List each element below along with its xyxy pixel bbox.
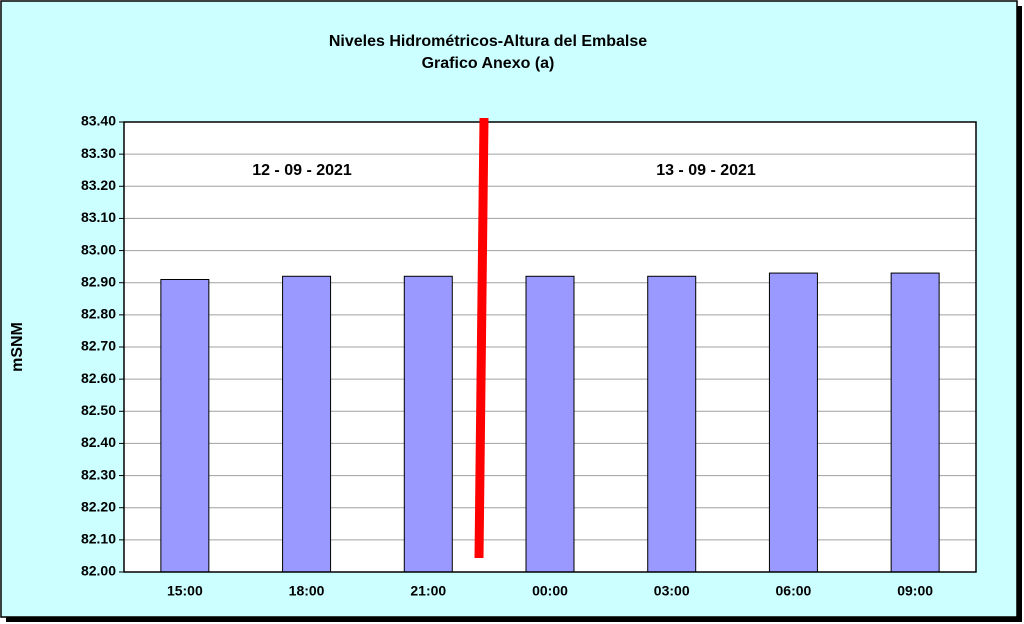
plot-border (123, 121, 977, 573)
chart-subtitle: Grafico Anexo (a) (422, 55, 555, 72)
y-tick-label: 82.40 (81, 434, 116, 450)
y-tick-label: 82.80 (81, 306, 116, 322)
y-tick-label: 82.30 (81, 466, 116, 482)
y-tick-label: 82.60 (81, 370, 116, 386)
bar (768, 272, 818, 573)
y-tick-label: 82.90 (81, 273, 116, 289)
chart-title: Niveles Hidrométricos-Altura del Embalse (329, 33, 647, 50)
marks (119, 121, 976, 573)
y-tick-label: 83.20 (81, 177, 116, 193)
bar (160, 279, 210, 573)
x-tick-label: 21:00 (410, 583, 446, 599)
bar (525, 275, 575, 573)
y-tick-label: 83.10 (81, 209, 116, 225)
x-tick-label: 15:00 (167, 583, 203, 599)
x-tick-label: 18:00 (289, 583, 325, 599)
x-tick-label: 09:00 (897, 583, 933, 599)
x-tick-label: 03:00 (654, 583, 690, 599)
bar (647, 275, 697, 573)
y-tick-label: 82.00 (81, 563, 116, 579)
x-tick-label: 00:00 (532, 583, 568, 599)
bar (282, 275, 332, 573)
bar (403, 275, 453, 573)
y-tick-label: 82.20 (81, 498, 116, 514)
y-tick-label: 83.40 (81, 113, 116, 129)
bar (890, 272, 940, 573)
y-tick-label: 82.50 (81, 402, 116, 418)
y-tick-label: 83.00 (81, 241, 116, 257)
y-tick-label: 82.10 (81, 531, 116, 547)
x-tick-label: 06:00 (776, 583, 812, 599)
date-separator (474, 117, 489, 559)
y-tick-label: 83.30 (81, 145, 116, 161)
date-annotation: 13 - 09 - 2021 (656, 162, 756, 179)
date-annotation: 12 - 09 - 2021 (252, 162, 352, 179)
y-axis-label: mSNM (9, 322, 26, 372)
y-tick-label: 82.70 (81, 338, 116, 354)
